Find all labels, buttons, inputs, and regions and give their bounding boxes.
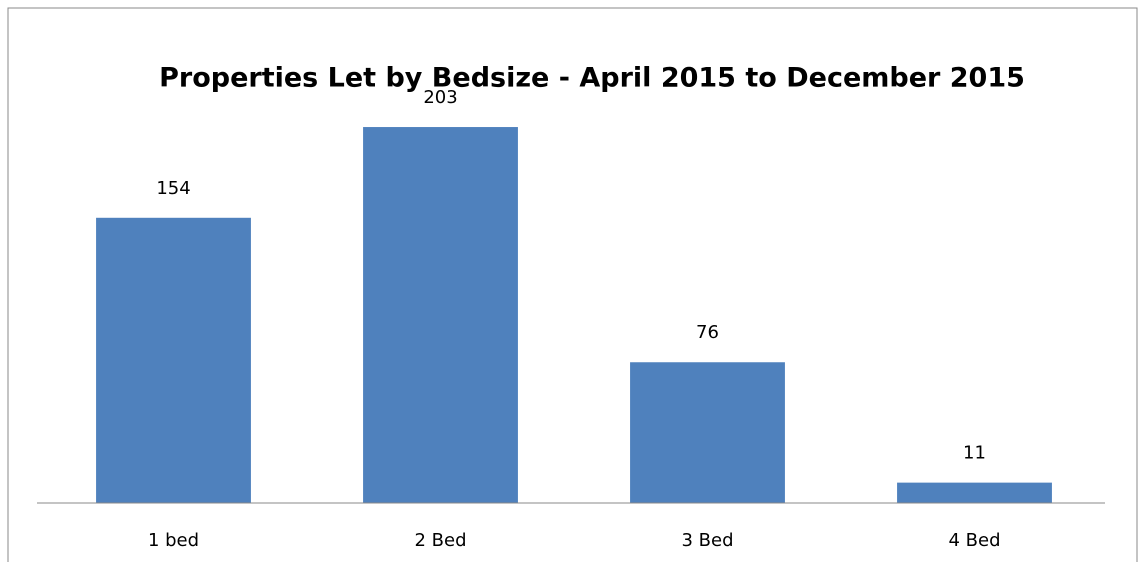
chart-title: Properties Let by Bedsize - April 2015 t… xyxy=(159,63,1025,94)
bar xyxy=(630,362,785,503)
bar xyxy=(363,127,518,503)
bar xyxy=(897,482,1052,503)
data-label: 154 xyxy=(156,178,190,199)
data-label: 76 xyxy=(696,322,719,343)
x-tick-label: 1 bed xyxy=(148,530,199,551)
chart-frame xyxy=(7,7,1138,562)
x-tick-label: 4 Bed xyxy=(948,530,1000,551)
bar xyxy=(96,217,251,504)
data-label: 11 xyxy=(963,443,986,464)
data-label: 203 xyxy=(423,87,457,108)
x-tick-label: 2 Bed xyxy=(414,530,466,551)
x-tick-label: 3 Bed xyxy=(681,530,733,551)
